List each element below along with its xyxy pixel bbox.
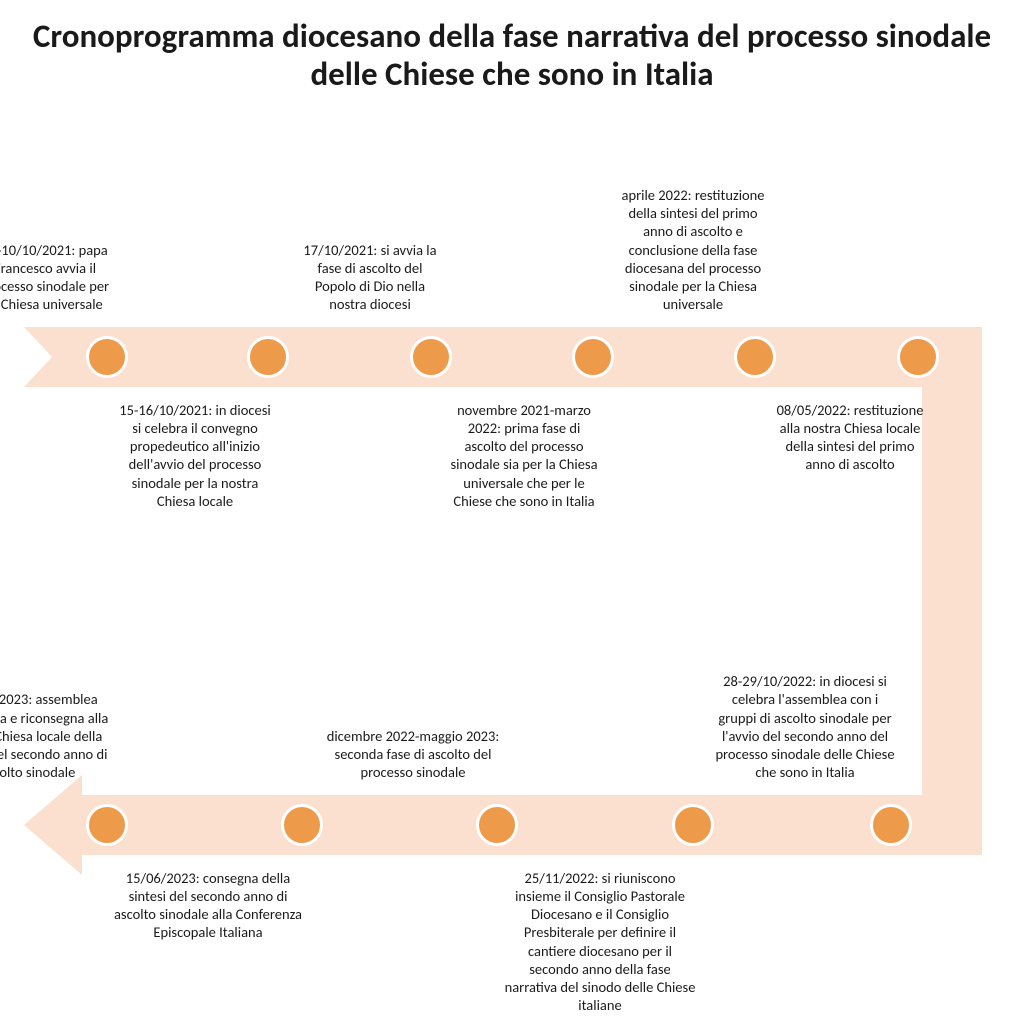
timeline-label-row1-bottom-0: 15-16/10/2021: in diocesi si celebra il … (115, 401, 275, 510)
timeline-label-row2-top-0: 23/06/2023: assemblea diocesana e ricons… (0, 690, 116, 781)
timeline-dot-row1-5 (897, 336, 939, 378)
timeline-label-row2-bottom-1: 25/11/2022: si riuniscono insieme il Con… (503, 869, 698, 1014)
timeline-label-row1-bottom-2: 08/05/2022: restituzione alla nostra Chi… (775, 401, 925, 474)
timeline-dot-row1-3 (572, 336, 614, 378)
timeline-dot-row2-0 (86, 804, 128, 846)
timeline-label-row1-top-2: aprile 2022: restituzione della sintesi … (621, 186, 766, 313)
timeline-dot-row2-1 (281, 804, 323, 846)
timeline-label-row1-top-0: 09-10/10/2021: papa Francesco avvia il p… (0, 241, 115, 314)
timeline-label-row2-top-2: 28-29/10/2022: in diocesi si celebra l'a… (715, 672, 895, 781)
timeline-dot-row2-4 (870, 804, 912, 846)
timeline-label-row2-bottom-0: 15/06/2023: consegna della sintesi del s… (111, 869, 306, 942)
timeline-label-row1-bottom-1: novembre 2021-marzo 2022: prima fase di … (447, 401, 602, 510)
timeline-dot-row1-4 (734, 336, 776, 378)
timeline-label-row1-top-1: 17/10/2021: si avvia la fase di ascolto … (300, 241, 440, 314)
timeline-dot-row1-2 (410, 336, 452, 378)
timeline-dot-row2-2 (476, 804, 518, 846)
timeline-label-row2-top-1: dicembre 2022-maggio 2023: seconda fase … (323, 727, 503, 781)
timeline-dot-row1-1 (247, 336, 289, 378)
timeline-dot-row1-0 (86, 336, 128, 378)
timeline-dot-row2-3 (672, 804, 714, 846)
